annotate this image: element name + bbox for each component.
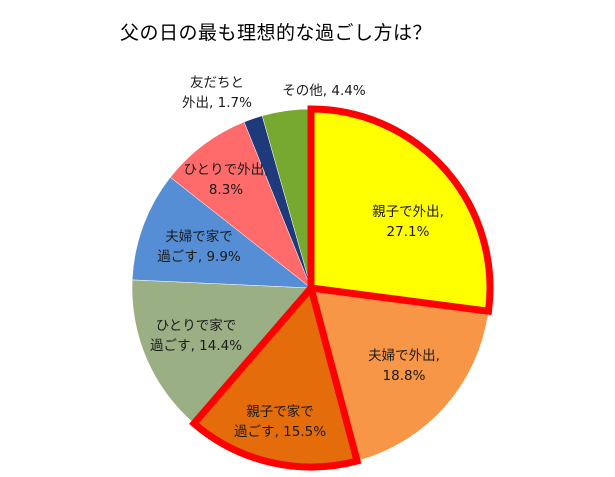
pie-slice xyxy=(310,287,489,462)
pie-slice xyxy=(131,279,312,424)
label-hitori-gaishutsu: ひとりで外出, 8.3% xyxy=(183,162,269,198)
label-oyako-gaishutsu: 親子で外出, 27.1% xyxy=(372,204,444,240)
highlight-outline xyxy=(189,280,362,471)
pie-highlight-outlines xyxy=(189,105,494,471)
label-oyako-ie: 親子で家で 過ごす, 15.5% xyxy=(233,404,327,440)
label-hitori-ie: ひとりで家で 過ごす, 14.4% xyxy=(149,318,243,354)
label-sonota: その他, 4.4% xyxy=(282,83,366,99)
pie-slice xyxy=(169,121,312,289)
label-tomodachi-gaishutsu: 友だちと 外出, 1.7% xyxy=(182,75,252,111)
pie-slice xyxy=(131,176,312,289)
label-fufu-ie: 夫婦で家で 過ごす, 9.9% xyxy=(157,229,241,265)
pie-slices xyxy=(131,108,491,468)
chart-title: 父の日の最も理想的な過ごし方は？ xyxy=(120,22,433,44)
label-fufu-gaishutsu: 夫婦で外出, 18.8% xyxy=(368,348,440,384)
highlight-outline xyxy=(307,105,494,316)
